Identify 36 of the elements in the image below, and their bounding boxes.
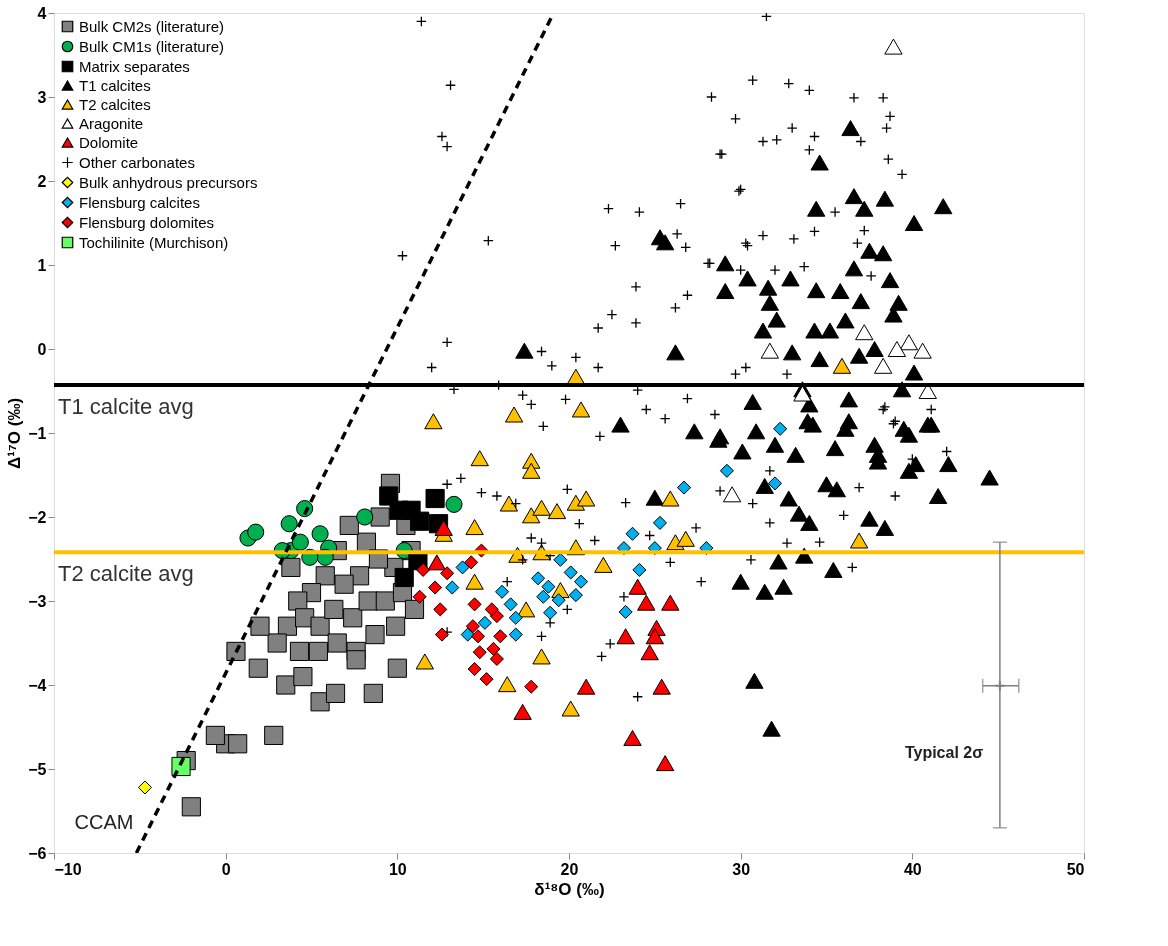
y-tick-label: −6 bbox=[28, 844, 47, 862]
x-tick-label: −10 bbox=[54, 860, 82, 878]
y-tick-label: −4 bbox=[28, 676, 47, 694]
x-tick-label: 40 bbox=[903, 860, 922, 878]
annotation: CCAM bbox=[74, 811, 134, 833]
legend-label: Flensburg calcites bbox=[79, 193, 200, 211]
y-tick-label: −1 bbox=[28, 424, 47, 442]
x-tick-label: 0 bbox=[221, 860, 231, 878]
y-tick-label: 3 bbox=[37, 88, 47, 106]
y-tick-label: −2 bbox=[28, 508, 47, 526]
y-tick-label: −3 bbox=[28, 592, 47, 610]
x-tick-label: 10 bbox=[388, 860, 407, 878]
y-tick-label: −5 bbox=[28, 760, 47, 778]
legend-label: Bulk CM2s (literature) bbox=[79, 17, 225, 35]
legend-label: Dolomite bbox=[79, 133, 139, 151]
legend-label: Bulk anhydrous precursors bbox=[79, 173, 258, 191]
legend-label: T1 calcites bbox=[79, 76, 151, 94]
ref-line-label: T2 calcite avg bbox=[58, 561, 194, 587]
y-tick-label: 0 bbox=[37, 340, 47, 358]
x-tick-label: 20 bbox=[560, 860, 579, 878]
x-tick-label: 30 bbox=[732, 860, 751, 878]
ref-line-label: T1 calcite avg bbox=[58, 394, 194, 420]
legend-label: Aragonite bbox=[79, 114, 144, 132]
legend-label: Tochilinite (Murchison) bbox=[79, 233, 229, 251]
x-axis-title: δ¹⁸O (‰) bbox=[534, 879, 605, 899]
x-tick-label: 50 bbox=[1066, 860, 1085, 878]
y-tick-label: 1 bbox=[37, 256, 47, 274]
legend-label: Bulk CM1s (literature) bbox=[79, 37, 225, 55]
legend-label: Flensburg dolomites bbox=[79, 213, 215, 231]
y-axis-title: Δ¹⁷O (‰) bbox=[5, 397, 25, 470]
legend-label: Matrix separates bbox=[79, 57, 190, 75]
annotation: Typical 2σ bbox=[904, 744, 984, 761]
legend-label: T2 calcites bbox=[79, 95, 151, 113]
legend-label: Other carbonates bbox=[79, 153, 195, 171]
y-tick-label: 2 bbox=[37, 172, 47, 190]
y-tick-label: 4 bbox=[37, 4, 47, 22]
